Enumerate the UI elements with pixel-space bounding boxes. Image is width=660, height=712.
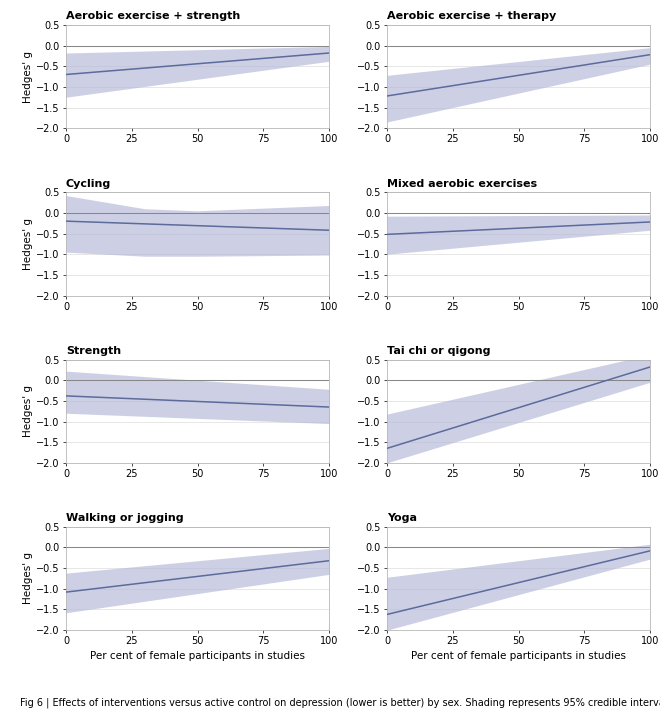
Text: Fig 6 | Effects of interventions versus active control on depression (lower is b: Fig 6 | Effects of interventions versus … [20,698,660,708]
Y-axis label: Hedges' g: Hedges' g [24,385,34,437]
Text: Walking or jogging: Walking or jogging [66,513,183,523]
Text: Aerobic exercise + therapy: Aerobic exercise + therapy [387,11,556,21]
Text: Cycling: Cycling [66,179,112,189]
Y-axis label: Hedges' g: Hedges' g [24,51,34,103]
Text: Tai chi or qigong: Tai chi or qigong [387,346,490,356]
Text: Aerobic exercise + strength: Aerobic exercise + strength [66,11,240,21]
Y-axis label: Hedges' g: Hedges' g [24,218,34,270]
Text: Mixed aerobic exercises: Mixed aerobic exercises [387,179,537,189]
Y-axis label: Hedges' g: Hedges' g [24,553,34,604]
Text: Strength: Strength [66,346,121,356]
X-axis label: Per cent of female participants in studies: Per cent of female participants in studi… [411,651,626,661]
Text: Yoga: Yoga [387,513,417,523]
X-axis label: Per cent of female participants in studies: Per cent of female participants in studi… [90,651,305,661]
